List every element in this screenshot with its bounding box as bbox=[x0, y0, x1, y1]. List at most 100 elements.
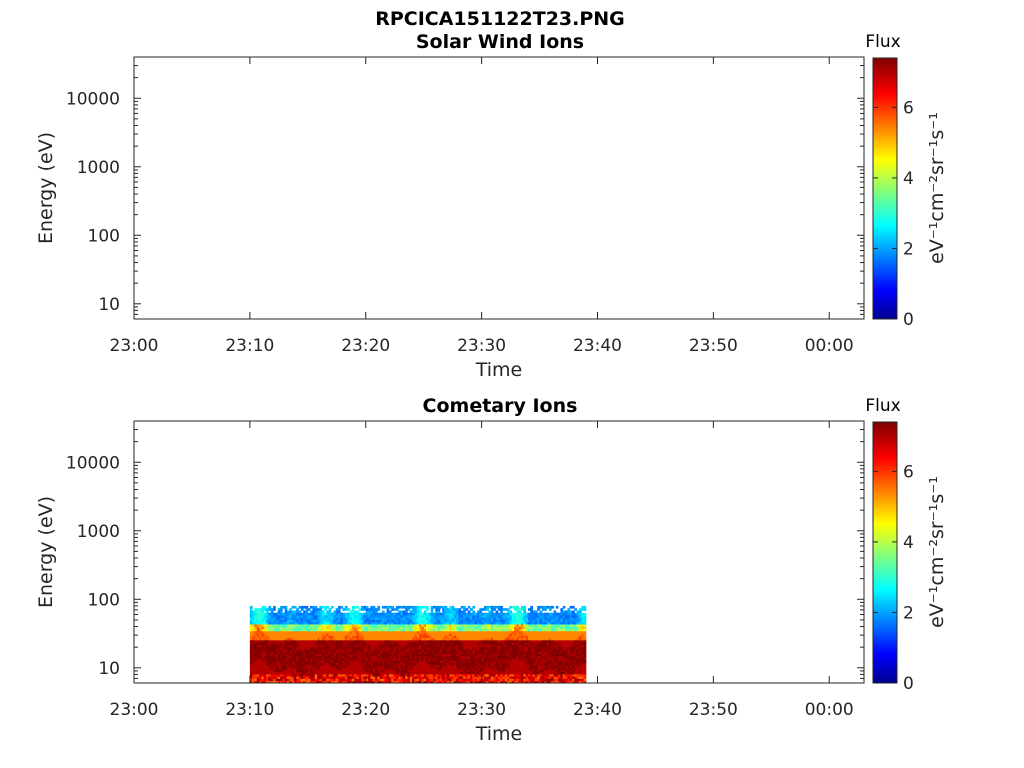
spectrogram-cell bbox=[553, 660, 557, 663]
spectrogram-cell bbox=[439, 671, 443, 675]
spectrogram-cell bbox=[317, 639, 320, 643]
spectrogram-cell bbox=[465, 662, 469, 666]
spectrogram-cell bbox=[428, 678, 432, 682]
spectrogram-cell bbox=[574, 667, 578, 670]
spectrogram-cell bbox=[446, 649, 450, 652]
spectrogram-cell bbox=[321, 655, 325, 659]
spectrogram-cell bbox=[483, 662, 487, 666]
spectrogram-cell bbox=[486, 644, 489, 648]
spectrogram-cell bbox=[532, 662, 536, 666]
spectrogram-cell bbox=[370, 644, 374, 648]
spectrogram-cell bbox=[266, 621, 269, 625]
spectrogram-cell bbox=[317, 635, 320, 639]
spectrogram-cell bbox=[289, 664, 292, 668]
spectrogram-cell bbox=[361, 680, 364, 684]
spectrogram-cell bbox=[419, 628, 422, 632]
spectrogram-cell bbox=[400, 630, 404, 634]
spectrogram-cell bbox=[544, 662, 547, 666]
spectrogram-cell bbox=[421, 667, 425, 670]
spectrogram-cell bbox=[574, 644, 578, 648]
spectrogram-cell bbox=[326, 617, 330, 620]
spectrogram-cell bbox=[372, 608, 376, 611]
spectrogram-cell bbox=[317, 653, 320, 657]
spectrogram-cell bbox=[479, 642, 483, 645]
spectrogram-cell bbox=[256, 619, 260, 623]
spectrogram-cell bbox=[275, 649, 279, 652]
spectrogram-cell bbox=[377, 624, 381, 627]
spectrogram-cell bbox=[365, 653, 369, 657]
spectrogram-cell bbox=[273, 680, 276, 684]
spectrogram-cell bbox=[330, 662, 334, 666]
spectrogram-cell bbox=[470, 669, 473, 673]
spectrogram-cell bbox=[252, 642, 255, 645]
spectrogram-cell bbox=[314, 630, 318, 634]
spectrogram-cell bbox=[342, 680, 346, 684]
spectrogram-cell bbox=[280, 605, 283, 609]
spectrogram-cell bbox=[558, 614, 561, 618]
spectrogram-cell bbox=[386, 660, 390, 663]
spectrogram-cell bbox=[583, 633, 587, 636]
spectrogram-cell bbox=[375, 669, 378, 673]
spectrogram-cell bbox=[254, 619, 258, 623]
spectrogram-cell bbox=[340, 678, 343, 682]
spectrogram-cell bbox=[532, 630, 536, 634]
spectrogram-cell bbox=[259, 649, 262, 652]
spectrogram-cell bbox=[347, 655, 350, 659]
spectrogram-cell bbox=[569, 658, 573, 661]
spectrogram-cell bbox=[275, 676, 279, 679]
spectrogram-cell bbox=[268, 605, 272, 609]
spectrogram-cell bbox=[356, 673, 360, 677]
spectrogram-cell bbox=[377, 642, 381, 645]
spectrogram-cell bbox=[511, 605, 515, 609]
spectrogram-cell bbox=[291, 662, 295, 666]
spectrogram-cell bbox=[419, 646, 422, 650]
spectrogram-cell bbox=[569, 664, 573, 668]
spectrogram-cell bbox=[400, 626, 404, 629]
spectrogram-cell bbox=[490, 671, 494, 675]
spectrogram-cell bbox=[333, 628, 337, 632]
spectrogram-cell bbox=[518, 639, 522, 643]
spectrogram-cell bbox=[567, 673, 571, 677]
spectrogram-cell bbox=[400, 669, 404, 673]
spectrogram-cell bbox=[335, 608, 339, 611]
spectrogram-cell bbox=[351, 642, 355, 645]
spectrogram-cell bbox=[472, 676, 476, 679]
spectrogram-cell bbox=[342, 655, 346, 659]
spectrogram-cell bbox=[393, 617, 397, 620]
spectrogram-cell bbox=[358, 626, 362, 629]
spectrogram-cell bbox=[372, 605, 376, 609]
spectrogram-cell bbox=[490, 676, 494, 679]
spectrogram-cell bbox=[451, 669, 455, 673]
spectrogram-cell bbox=[539, 617, 543, 620]
spectrogram-cell bbox=[572, 673, 575, 677]
spectrogram-cell bbox=[354, 651, 357, 654]
spectrogram-cell bbox=[465, 635, 469, 639]
spectrogram-cell bbox=[365, 671, 369, 675]
spectrogram-cell bbox=[463, 642, 466, 645]
spectrogram-cell bbox=[465, 669, 469, 673]
spectrogram-cell bbox=[254, 610, 258, 614]
spectrogram-cell bbox=[349, 671, 353, 675]
spectrogram-cell bbox=[368, 649, 371, 652]
spectrogram-cell bbox=[351, 660, 355, 663]
spectrogram-cell bbox=[572, 660, 575, 663]
spectrogram-cell bbox=[444, 626, 448, 629]
spectrogram-cell bbox=[252, 671, 255, 675]
spectrogram-cell bbox=[479, 651, 483, 654]
spectrogram-cell bbox=[451, 605, 455, 609]
spectrogram-cell bbox=[381, 664, 385, 668]
spectrogram-cell bbox=[337, 626, 341, 629]
spectrogram-cell bbox=[476, 617, 480, 620]
spectrogram-cell bbox=[351, 664, 355, 668]
spectrogram-cell bbox=[516, 605, 520, 609]
spectrogram-cell bbox=[398, 680, 401, 684]
spectrogram-cell bbox=[432, 658, 436, 661]
spectrogram-cell bbox=[419, 649, 422, 652]
spectrogram-cell bbox=[511, 664, 515, 668]
spectrogram-cell bbox=[476, 619, 480, 623]
spectrogram-cell bbox=[463, 624, 466, 627]
spectrogram-cell bbox=[560, 651, 564, 654]
spectrogram-cell bbox=[249, 653, 253, 657]
spectrogram-cell bbox=[284, 614, 288, 618]
x-tick-label: 23:30 bbox=[457, 336, 506, 356]
